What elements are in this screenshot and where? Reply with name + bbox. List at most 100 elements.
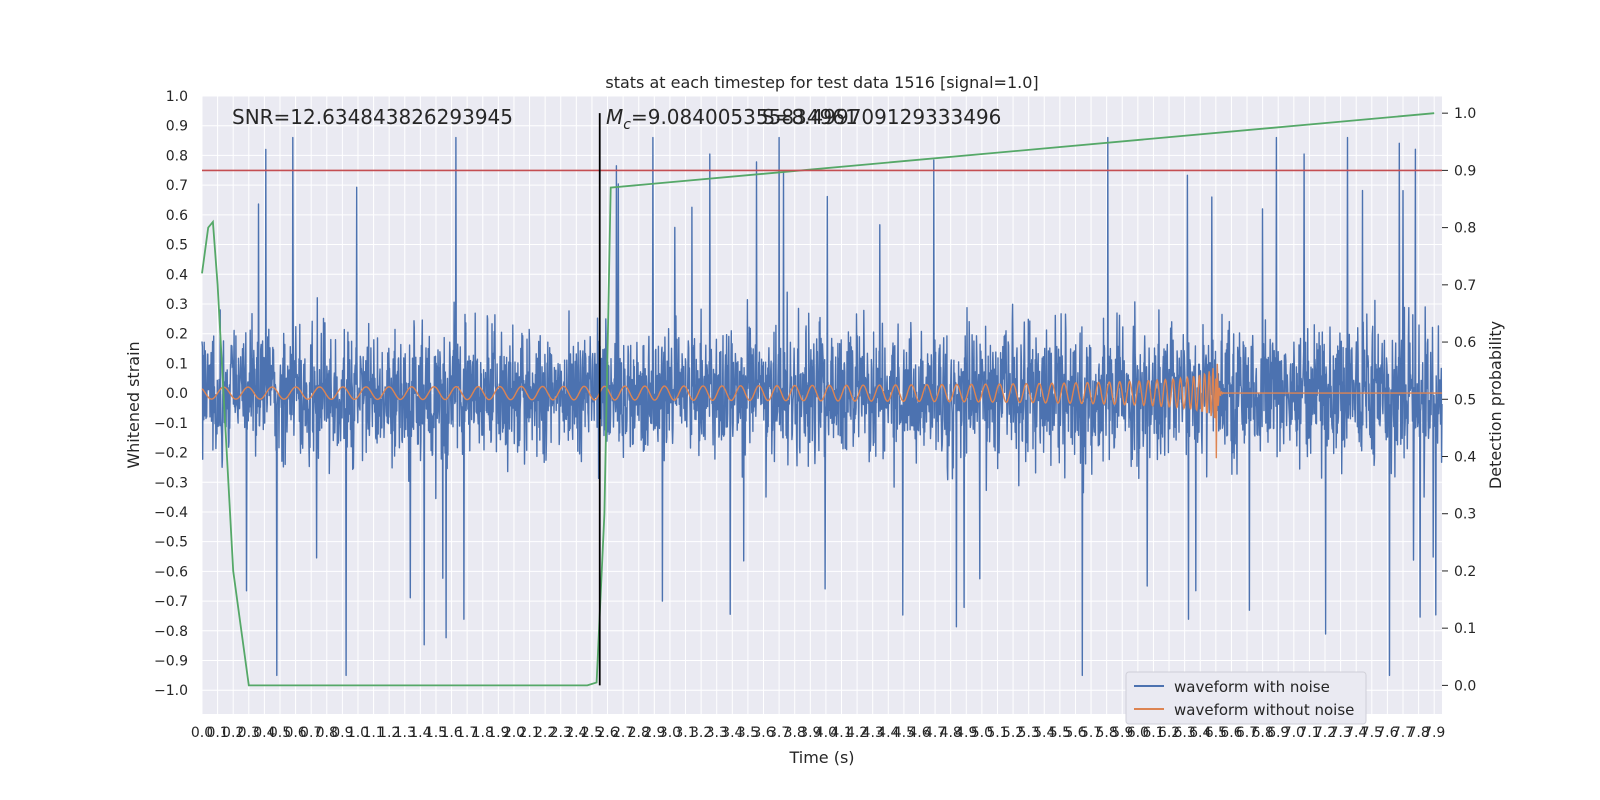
y-tick-label: 0.8	[166, 148, 188, 164]
y-tick-label: 0.0	[166, 386, 188, 402]
y-tick-label: −0.5	[154, 535, 188, 551]
x-tick-label: 6.9	[1267, 725, 1289, 741]
x-tick-label: 4.7	[924, 725, 946, 741]
x-tick-label: 1.1	[362, 725, 384, 741]
x-tick-label: 5.2	[1002, 725, 1024, 741]
x-tick-label: 7.7	[1392, 725, 1414, 741]
chirp-mass-value: =9.084005355834961	[631, 105, 858, 129]
x-axis-label: Time (s)	[788, 748, 854, 767]
legend-box	[1125, 671, 1367, 725]
x-tick-label: 4.9	[955, 725, 977, 741]
x-tick-label: 0.1	[206, 725, 228, 741]
x-tick-label: 5.1	[986, 725, 1008, 741]
x-tick-label: 1.7	[456, 725, 478, 741]
y-tick-label: −0.7	[154, 594, 188, 610]
x-tick-label: 5.8	[1096, 725, 1118, 741]
y2-tick-label: 0.5	[1454, 392, 1476, 408]
y2-tick-label: 1.0	[1454, 106, 1476, 122]
x-tick-label: 4.1	[830, 725, 852, 741]
x-tick-label: 7.9	[1423, 725, 1445, 741]
y-tick-label: 0.4	[166, 267, 188, 283]
x-tick-label: 5.0	[971, 725, 993, 741]
x-tick-label: 0.4	[253, 725, 275, 741]
x-tick-label: 7.5	[1361, 725, 1383, 741]
x-tick-label: 1.8	[472, 725, 494, 741]
x-tick-label: 7.4	[1345, 725, 1367, 741]
x-tick-label: 1.3	[394, 725, 416, 741]
x-tick-label: 1.0	[347, 725, 369, 741]
x-tick-label: 6.6	[1220, 725, 1242, 741]
x-tick-label: 0.9	[331, 725, 353, 741]
x-tick-label: 7.8	[1407, 725, 1429, 741]
x-tick-label: 6.7	[1236, 725, 1258, 741]
y-tick-label: 0.5	[166, 238, 188, 254]
y-tick-label: 0.9	[166, 119, 188, 135]
x-tick-label: 1.4	[409, 725, 431, 741]
x-tick-label: 5.6	[1064, 725, 1086, 741]
y-tick-label: −0.3	[154, 475, 188, 491]
y2-axis-label: Detection probability	[1486, 321, 1505, 489]
x-tick-label: 2.6	[596, 725, 618, 741]
x-tick-label: 2.2	[534, 725, 556, 741]
x-tick-label: 6.1	[1142, 725, 1164, 741]
clean-line	[201, 363, 1442, 459]
x-tick-label: 7.3	[1329, 725, 1351, 741]
overlap-annotation: S=8.499709129333496	[762, 105, 1001, 129]
y-tick-labels: 1.0 0.9 0.8 0.7 0.6 0.5 0.4 0.3 0.2 0.1 0.0 −0.1 −0.…	[154, 89, 188, 699]
y2-tick-labels: 1.0 0.9 0.8 0.7 0.6 0.5 0.4 0.3 0.2 0.1 0.0	[1442, 106, 1476, 694]
legend-label-clean: waveform without noise	[1174, 701, 1354, 719]
x-tick-label: 4.2	[846, 725, 868, 741]
y2-tick-label: 0.0	[1454, 678, 1476, 694]
y-tick-label: 0.1	[166, 356, 188, 372]
y2-tick-label: 0.2	[1454, 564, 1476, 580]
y2-tick-label: 0.6	[1454, 335, 1476, 351]
y-axis-label: Whitened strain	[124, 341, 143, 468]
legend: waveform with noise waveform without noi…	[1125, 671, 1367, 725]
x-tick-label: 3.1	[674, 725, 696, 741]
x-tick-label: 4.5	[893, 725, 915, 741]
x-tick-label: 3.0	[659, 725, 681, 741]
x-tick-label: 1.2	[378, 725, 400, 741]
y-tick-label: 0.2	[166, 327, 188, 343]
y-tick-label: −0.2	[154, 446, 188, 462]
y-tick-label: −0.4	[154, 505, 188, 521]
series-waveform-with-noise	[201, 136, 1443, 677]
y2-tick-label: 0.4	[1454, 450, 1476, 466]
x-tick-label: 6.5	[1205, 725, 1227, 741]
chart-title: stats at each timestep for test data 151…	[605, 73, 1038, 92]
x-tick-label: 2.7	[612, 725, 634, 741]
y2-tick-label: 0.7	[1454, 278, 1476, 294]
series-detection-probability	[201, 112, 1435, 687]
chirp-mass-symbol: M	[606, 105, 623, 129]
x-tick-label: 1.6	[440, 725, 462, 741]
x-tick-label: 3.5	[737, 725, 759, 741]
series-waveform-without-noise	[201, 363, 1442, 459]
x-tick-label: 0.7	[300, 725, 322, 741]
x-tick-label: 5.3	[1018, 725, 1040, 741]
x-tick-label: 1.5	[425, 725, 447, 741]
x-tick-label: 7.2	[1314, 725, 1336, 741]
x-tick-label: 5.5	[1049, 725, 1071, 741]
x-tick-label: 6.3	[1174, 725, 1196, 741]
x-tick-label: 3.9	[799, 725, 821, 741]
y2-tick-label: 0.8	[1454, 221, 1476, 237]
y-tick-label: −0.8	[154, 624, 188, 640]
probability-line	[201, 112, 1435, 687]
x-tick-label: 4.4	[877, 725, 899, 741]
noise-line	[201, 136, 1443, 677]
x-tick-label: 7.6	[1376, 725, 1398, 741]
x-tick-label: 6.2	[1158, 725, 1180, 741]
y-tick-label: 0.6	[166, 208, 188, 224]
y-tick-label: 1.0	[166, 89, 188, 105]
x-tick-label: 1.9	[487, 725, 509, 741]
chirp-mass-annotation: Mc=9.084005355834961	[606, 105, 858, 133]
x-tick-label: 5.4	[1033, 725, 1055, 741]
x-tick-label: 6.0	[1127, 725, 1149, 741]
x-tick-label: 2.8	[628, 725, 650, 741]
x-tick-label: 6.8	[1251, 725, 1273, 741]
x-tick-label: 0.3	[238, 725, 260, 741]
y2-tick-label: 0.1	[1454, 621, 1476, 637]
y2-tick-label: 0.3	[1454, 507, 1476, 523]
snr-annotation: SNR=12.634843826293945	[232, 105, 513, 129]
x-tick-label: 7.0	[1283, 725, 1305, 741]
